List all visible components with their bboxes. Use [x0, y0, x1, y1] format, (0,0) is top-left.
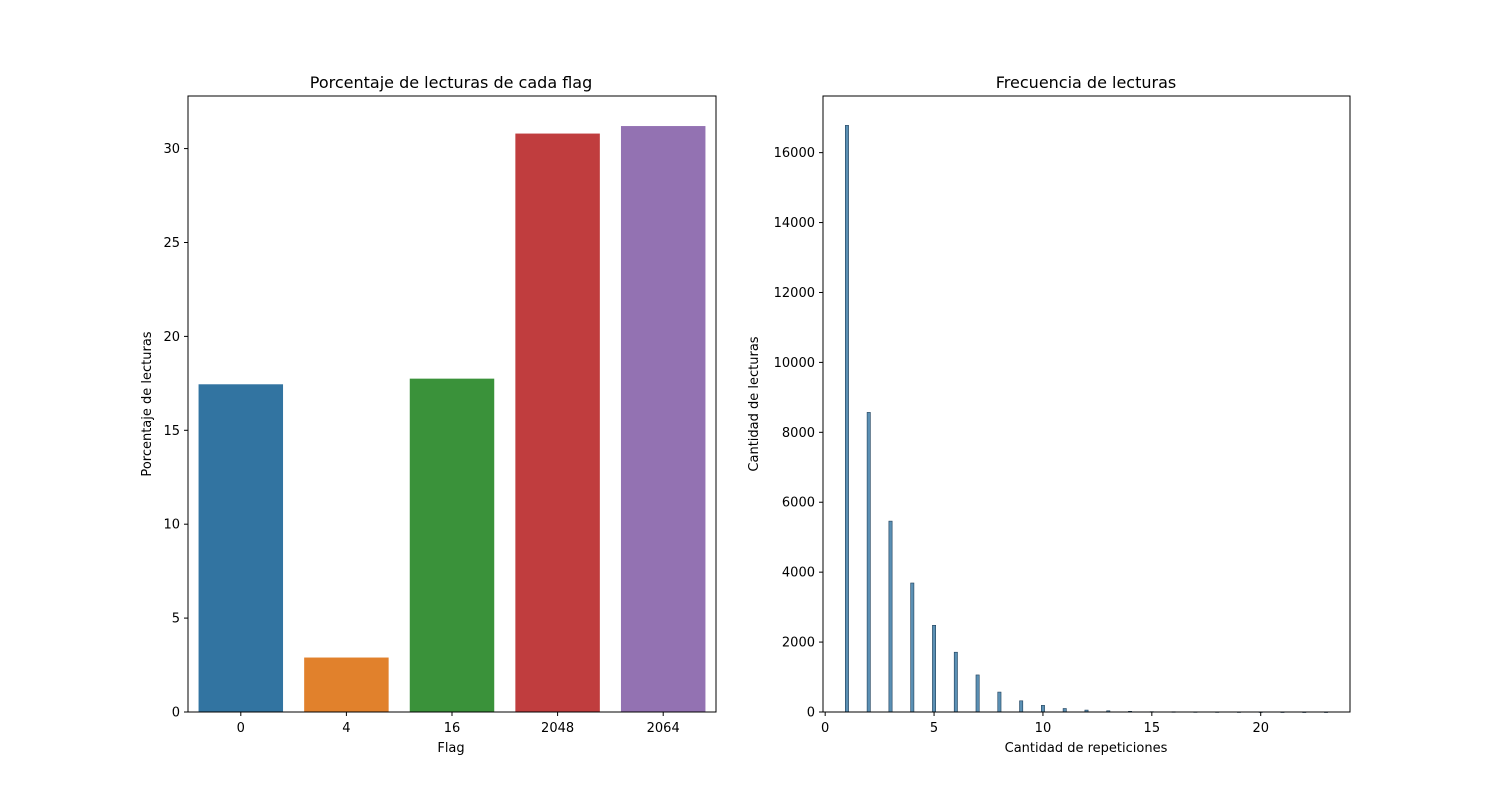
y-tick-label: 5 [172, 612, 180, 627]
chart-title: Frecuencia de lecturas [996, 73, 1176, 92]
y-tick-label: 12000 [774, 286, 815, 301]
histogram-bar [1019, 700, 1024, 713]
y-tick-label: 2000 [782, 636, 815, 651]
x-tick-label: 5 [930, 721, 938, 736]
plot-frame [822, 95, 1351, 713]
plot-frame [187, 95, 717, 713]
y-tick-label: 10000 [774, 356, 815, 371]
y-tick-label: 16000 [774, 146, 815, 161]
bar-2064 [620, 126, 706, 713]
y-tick-label: 10 [163, 518, 180, 533]
x-tick-label: 10 [1035, 721, 1052, 736]
histogram-bar [866, 412, 871, 713]
chart-title: Porcentaje de lecturas de cada flag [310, 73, 593, 92]
y-tick-label: 8000 [782, 426, 815, 441]
y-ticks: 0 2000 4000 6000 8000 10000 12000 14000 16000 [774, 146, 823, 721]
x-tick-label: 0 [237, 721, 245, 736]
x-axis-label: Cantidad de repeticiones [1005, 741, 1168, 756]
histogram-bar [997, 691, 1002, 713]
x-tick-label: 16 [444, 721, 461, 736]
histogram-bar [888, 520, 893, 713]
x-ticks: 0 5 10 15 20 [821, 712, 1269, 736]
x-tick-label: 15 [1144, 721, 1161, 736]
histogram-bar [1041, 705, 1045, 713]
bars [198, 126, 706, 713]
bar-16 [409, 378, 495, 712]
y-tick-label: 0 [172, 706, 180, 721]
x-tick-label: 20 [1252, 721, 1269, 736]
y-tick-label: 20 [163, 330, 180, 345]
y-axis-label: Cantidad de lecturas [747, 336, 762, 471]
y-tick-label: 6000 [782, 496, 815, 511]
histogram-bar [845, 125, 849, 713]
read-frequency-histogram: Frecuencia de lecturas Cantidad de repet… [747, 73, 1351, 756]
x-ticks: 0 4 16 2048 2064 [237, 712, 680, 736]
y-tick-label: 14000 [774, 216, 815, 231]
x-tick-label: 2064 [647, 721, 680, 736]
y-ticks: 0 5 10 15 20 25 30 [163, 142, 188, 721]
histogram-bar [975, 674, 980, 713]
histogram-bar [1062, 708, 1067, 713]
y-tick-label: 4000 [782, 566, 815, 581]
y-tick-label: 0 [807, 706, 815, 721]
bar-4 [304, 657, 389, 712]
y-tick-label: 25 [163, 236, 180, 251]
x-tick-label: 0 [821, 721, 829, 736]
y-tick-label: 15 [163, 424, 180, 439]
x-tick-label: 2048 [541, 721, 574, 736]
x-axis-label: Flag [437, 741, 464, 756]
histogram-bar [910, 582, 915, 713]
flag-percentage-chart: Porcentaje de lecturas de cada flag Flag… [140, 73, 717, 756]
y-tick-label: 30 [163, 142, 180, 157]
histogram-bar [953, 651, 958, 713]
x-tick-label: 4 [342, 721, 350, 736]
bar-0 [198, 384, 284, 712]
histogram-bar [932, 624, 936, 713]
y-axis-label: Porcentaje de lecturas [140, 331, 155, 476]
bar-2048 [515, 133, 600, 712]
